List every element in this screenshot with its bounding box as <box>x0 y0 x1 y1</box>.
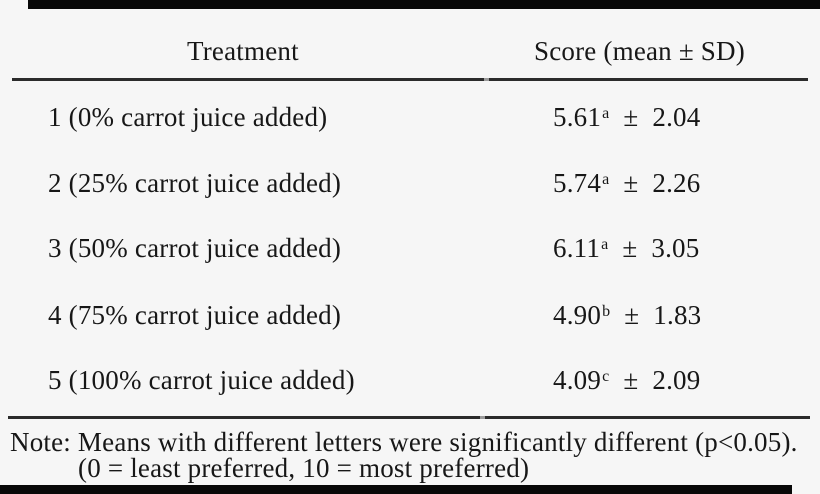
treatment-cell: 4 (75% carrot juice added) <box>48 300 342 330</box>
score-cell: 5.61a ±2.04 <box>553 102 700 132</box>
score-mean: 4.90 <box>553 300 602 330</box>
score-sd: 2.26 <box>652 168 701 198</box>
score-mean: 5.74 <box>553 168 602 198</box>
significance-letter: a <box>602 171 610 188</box>
header-divider-rule <box>12 78 808 81</box>
significance-letter: a <box>602 105 610 122</box>
table-top-rule <box>28 0 820 9</box>
treatment-cell: 2 (25% carrot juice added) <box>48 168 342 198</box>
column-header-score: Score (mean ± SD) <box>534 36 745 66</box>
score-cell: 4.09c ±2.09 <box>553 365 700 395</box>
treatment-cell: 3 (50% carrot juice added) <box>48 233 342 263</box>
plus-minus-sign: ± <box>623 168 639 198</box>
score-sd: 3.05 <box>651 233 700 263</box>
plus-minus-sign: ± <box>623 102 639 132</box>
table-row: 2 (25% carrot juice added) 5.74a ±2.26 <box>0 168 820 198</box>
score-cell: 6.11a ±3.05 <box>553 233 699 263</box>
score-cell: 4.90b ±1.83 <box>553 300 701 330</box>
plus-minus-sign: ± <box>623 365 639 395</box>
note-line-2: (0 = least preferred, 10 = most preferre… <box>78 453 530 483</box>
scan-seam <box>484 78 489 81</box>
score-sd: 2.09 <box>652 365 701 395</box>
table-row: 3 (50% carrot juice added) 6.11a ±3.05 <box>0 233 820 263</box>
score-cell: 5.74a ±2.26 <box>553 168 700 198</box>
score-sd: 1.83 <box>653 300 702 330</box>
table-row: 1 (0% carrot juice added) 5.61a ±2.04 <box>0 102 820 132</box>
significance-letter: b <box>602 303 611 320</box>
score-mean: 4.09 <box>553 365 602 395</box>
note-line-1: Note: Means with different letters were … <box>10 427 798 457</box>
score-mean: 6.11 <box>553 233 601 263</box>
treatment-cell: 1 (0% carrot juice added) <box>48 102 328 132</box>
table-bottom-rule <box>0 485 792 494</box>
table-row: 4 (75% carrot juice added) 4.90b ±1.83 <box>0 300 820 330</box>
plus-minus-sign: ± <box>624 300 640 330</box>
column-header-treatment: Treatment <box>187 36 299 66</box>
significance-letter: c <box>602 368 610 385</box>
scan-seam <box>480 416 485 419</box>
significance-letter: a <box>601 236 609 253</box>
plus-minus-sign: ± <box>622 233 638 263</box>
footer-divider-rule <box>8 416 810 419</box>
score-sd: 2.04 <box>652 102 701 132</box>
score-mean: 5.61 <box>553 102 602 132</box>
treatment-cell: 5 (100% carrot juice added) <box>48 365 355 395</box>
table-row: 5 (100% carrot juice added) 4.09c ±2.09 <box>0 365 820 395</box>
